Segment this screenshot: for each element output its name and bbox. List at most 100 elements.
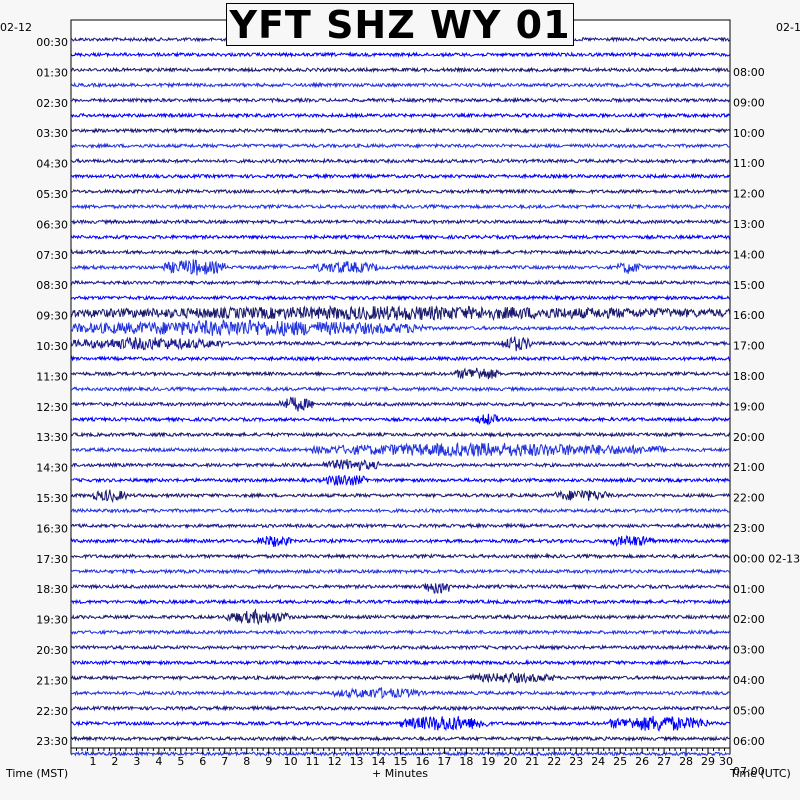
left-time-axis: 00:30 01:30 02:30 03:30 04:30 05:30 06:30 07:30… bbox=[36, 36, 68, 748]
trace-3 bbox=[70, 81, 731, 89]
chart-title: YFT SHZ WY 01 bbox=[229, 2, 571, 47]
x-axis: 1 2 3 4 5 6 7 8 9 10 11 12 13 14 15 16 17 18 19 20 21 22 23 24 2… bbox=[70, 748, 733, 768]
trace-4 bbox=[70, 96, 731, 104]
trace-35 bbox=[70, 567, 731, 575]
trace-17 bbox=[70, 294, 731, 302]
left-time-label: 09:30 bbox=[36, 310, 68, 323]
x-tick-label: 12 bbox=[328, 755, 342, 768]
right-time-label: 18:00 bbox=[733, 370, 765, 383]
trace-20 bbox=[70, 336, 731, 352]
trace-27 bbox=[70, 441, 731, 458]
trace-34 bbox=[70, 552, 731, 560]
left-time-label: 15:30 bbox=[36, 492, 68, 505]
right-time-label: 20:00 bbox=[733, 431, 765, 444]
trace-31 bbox=[70, 507, 731, 515]
x-tick-label: 24 bbox=[591, 755, 605, 768]
x-tick-label: 25 bbox=[613, 755, 627, 768]
left-time-label: 12:30 bbox=[36, 401, 68, 414]
x-tick-label: 20 bbox=[503, 755, 517, 768]
trace-29 bbox=[70, 474, 731, 486]
right-time-label: 22:00 bbox=[733, 492, 765, 505]
trace-10 bbox=[70, 187, 731, 195]
x-tick-label: 23 bbox=[569, 755, 583, 768]
right-time-label: 04:00 bbox=[733, 674, 765, 687]
x-tick-label: 21 bbox=[525, 755, 539, 768]
trace-38 bbox=[70, 608, 731, 626]
right-time-axis: 08:00 09:00 10:00 11:00 12:00 13:00 14:00 15:00… bbox=[733, 66, 800, 778]
x-tick-label: 15 bbox=[394, 755, 408, 768]
right-time-label: 12:00 bbox=[733, 188, 765, 201]
right-time-label: 19:00 bbox=[733, 400, 765, 413]
left-time-label: 00:30 bbox=[36, 36, 68, 49]
x-axis-label: + Minutes bbox=[372, 767, 428, 780]
left-time-label: 04:30 bbox=[36, 158, 68, 171]
x-tick-label: 4 bbox=[155, 755, 162, 768]
x-tick-label: 5 bbox=[177, 755, 184, 768]
x-tick-label: 22 bbox=[547, 755, 561, 768]
left-time-label: 08:30 bbox=[36, 279, 68, 292]
x-tick-label: 1 bbox=[89, 755, 96, 768]
right-time-label: 08:00 bbox=[733, 66, 765, 79]
x-tick-label: 10 bbox=[284, 755, 298, 768]
right-date-label: 02-12 bbox=[776, 21, 800, 34]
right-time-label: 03:00 bbox=[733, 644, 765, 657]
right-time-label: 15:00 bbox=[733, 279, 765, 292]
x-tick-label: 2 bbox=[111, 755, 118, 768]
x-tick-label: 26 bbox=[635, 755, 649, 768]
x-tick-label: 29 bbox=[701, 755, 715, 768]
trace-30 bbox=[70, 488, 731, 504]
left-time-label: 06:30 bbox=[36, 218, 68, 231]
x-tick-label: 6 bbox=[199, 755, 206, 768]
trace-6 bbox=[70, 127, 731, 135]
left-time-label: 18:30 bbox=[36, 583, 68, 596]
x-tick-label: 18 bbox=[459, 755, 473, 768]
trace-8 bbox=[70, 157, 731, 165]
x-tick-label: 28 bbox=[679, 755, 693, 768]
trace-7 bbox=[70, 142, 731, 150]
right-time-label: 02:00 bbox=[733, 613, 765, 626]
trace-23 bbox=[70, 385, 731, 393]
trace-21 bbox=[70, 355, 731, 362]
trace-32 bbox=[70, 522, 731, 530]
trace-16 bbox=[70, 279, 731, 287]
right-time-label: 13:00 bbox=[733, 218, 765, 231]
left-time-label: 10:30 bbox=[36, 340, 68, 353]
left-time-label: 13:30 bbox=[36, 431, 68, 444]
trace-1 bbox=[70, 51, 731, 59]
plot-area bbox=[70, 19, 731, 749]
trace-14 bbox=[70, 248, 731, 256]
x-tick-label: 9 bbox=[265, 755, 272, 768]
right-axis-label: Time (UTC) bbox=[729, 767, 791, 780]
trace-41 bbox=[70, 659, 731, 667]
x-tick-label: 27 bbox=[657, 755, 671, 768]
trace-28 bbox=[70, 459, 731, 472]
left-time-label: 14:30 bbox=[36, 462, 68, 475]
left-date-label: 02-12 bbox=[0, 21, 32, 34]
title-box: YFT SHZ WY 01 bbox=[226, 3, 574, 46]
left-time-label: 05:30 bbox=[36, 188, 68, 201]
x-tick-label: 13 bbox=[350, 755, 364, 768]
x-tick-label: 14 bbox=[372, 755, 386, 768]
right-time-label: 14:00 bbox=[733, 248, 765, 261]
right-time-label: 07:00 bbox=[733, 765, 765, 778]
left-time-label: 21:30 bbox=[36, 674, 68, 687]
trace-11 bbox=[70, 203, 731, 211]
left-axis-label: Time (MST) bbox=[5, 767, 68, 780]
left-time-label: 17:30 bbox=[36, 553, 68, 566]
right-time-label: 09:00 bbox=[733, 96, 765, 109]
trace-15 bbox=[70, 259, 731, 276]
trace-5 bbox=[71, 111, 731, 119]
x-tick-label: 3 bbox=[133, 755, 140, 768]
trace-26 bbox=[70, 431, 731, 439]
trace-45 bbox=[70, 715, 731, 732]
right-time-label: 00:00 02-13 bbox=[733, 552, 800, 565]
x-tick-label: 8 bbox=[243, 755, 250, 768]
left-time-label: 07:30 bbox=[36, 249, 68, 262]
x-tick-label: 11 bbox=[306, 755, 320, 768]
trace-group bbox=[70, 36, 731, 758]
x-tick-label: 30 bbox=[719, 755, 733, 768]
trace-9 bbox=[70, 172, 731, 180]
left-time-label: 16:30 bbox=[36, 522, 68, 535]
right-time-label: 17:00 bbox=[733, 340, 765, 353]
